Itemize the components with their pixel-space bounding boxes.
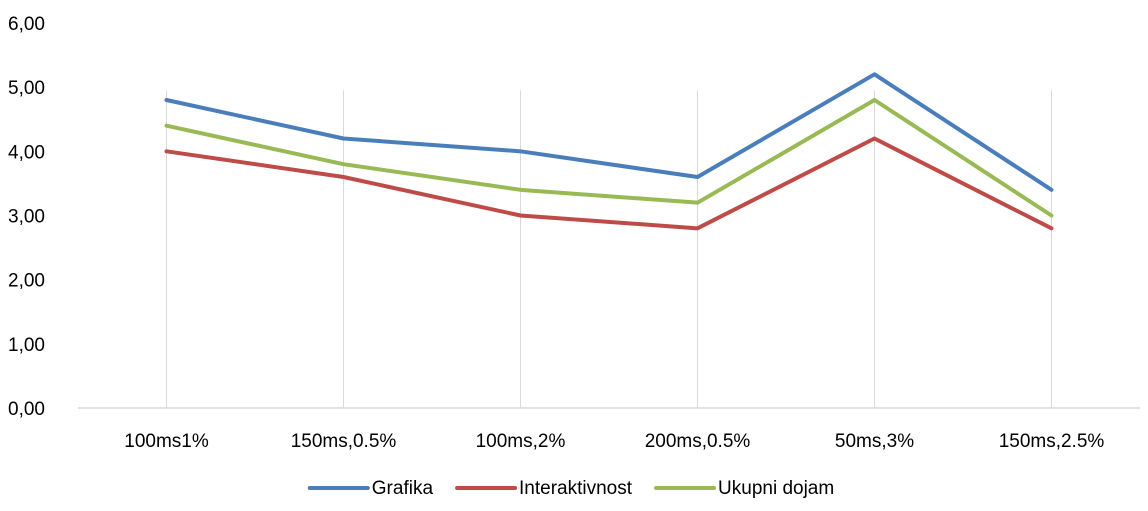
legend-label: Grafika: [372, 478, 434, 499]
y-tick-label: 6,00: [8, 14, 45, 35]
x-tick-label: 100ms1%: [124, 431, 209, 452]
legend: Grafika Interaktivnost Ukupni dojam: [310, 478, 834, 499]
axes: 0,00 1,00 2,00 3,00 4,00 5,00 6,00 100ms1% 150ms…: [8, 14, 1140, 452]
y-tick-label: 5,00: [8, 78, 45, 99]
series-line-2: [167, 139, 1052, 229]
series-line-3: [167, 100, 1052, 216]
x-tick-label: 200ms,0.5%: [645, 431, 751, 452]
legend-label: Ukupni dojam: [718, 478, 834, 499]
x-tick-label: 150ms,2.5%: [999, 431, 1105, 452]
x-tick-label: 100ms,2%: [476, 431, 566, 452]
x-tick-label: 150ms,0.5%: [291, 431, 397, 452]
legend-label: Interaktivnost: [519, 478, 633, 499]
grid-lines: [167, 90, 1052, 408]
y-tick-label: 3,00: [8, 207, 45, 228]
y-tick-label: 4,00: [8, 142, 45, 163]
series-lines: [166, 74, 1051, 228]
y-tick-label: 2,00: [8, 271, 45, 292]
x-tick-label: 50ms,3%: [835, 431, 914, 452]
y-tick-label: 0,00: [8, 399, 45, 420]
y-tick-label: 1,00: [8, 335, 45, 356]
